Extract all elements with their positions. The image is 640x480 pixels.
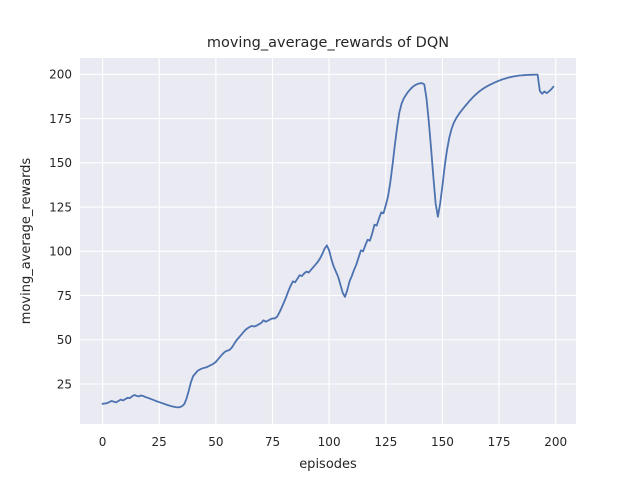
dqn-reward-line: [101, 73, 555, 409]
x-axis-label: episodes: [299, 457, 357, 472]
tick-label: 75: [265, 435, 280, 449]
gridlines: [80, 58, 576, 424]
tick-label: 150: [49, 156, 72, 170]
tick-label: 100: [318, 435, 341, 449]
tick-label: 100: [49, 245, 72, 259]
tick-label: 25: [57, 377, 72, 391]
tick-label: 125: [374, 435, 397, 449]
tick-label: 175: [49, 112, 72, 126]
tick-label: 175: [488, 435, 511, 449]
tick-label: 125: [49, 200, 72, 214]
tick-label: 50: [208, 435, 223, 449]
tick-label: 25: [152, 435, 167, 449]
tick-label: 200: [544, 435, 567, 449]
tick-label: 75: [57, 289, 72, 303]
tick-label: 150: [431, 435, 454, 449]
x-axis-tick-labels: 0 25 50 75 100 125 150 175 200: [99, 435, 567, 449]
chart-title: moving_average_rewards of DQN: [207, 35, 449, 51]
y-axis-label: moving_average_rewards: [19, 158, 34, 325]
tick-label: 200: [49, 68, 72, 82]
tick-label: 50: [57, 333, 72, 347]
y-axis-tick-labels: 25 50 75 100 125 150 175 200: [49, 68, 72, 392]
tick-label: 0: [99, 435, 107, 449]
plot-area: [80, 58, 576, 424]
